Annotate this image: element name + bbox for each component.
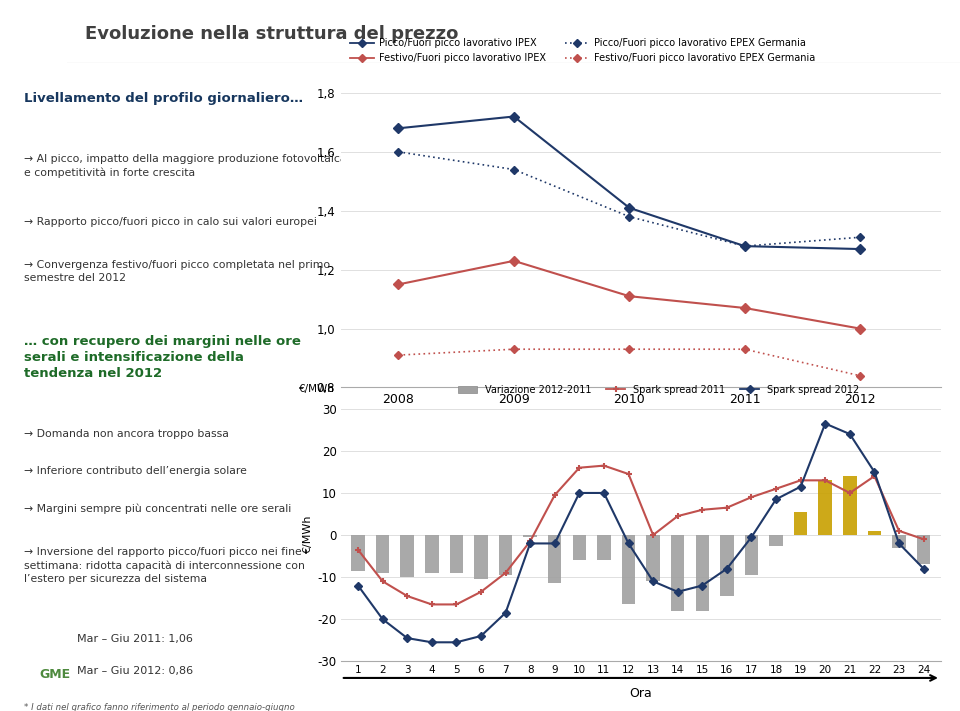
Bar (449, 535, 463, 573)
Bar (376, 535, 390, 573)
Bar (499, 535, 513, 575)
Text: Ora: Ora (630, 688, 652, 700)
Bar (646, 535, 660, 582)
Text: * I dati nel grafico fanno riferimento al periodo gennaio-giugno: * I dati nel grafico fanno riferimento a… (24, 703, 295, 711)
Text: … con recupero dei margini nelle ore
serali e intensificazione della
tendenza ne: … con recupero dei margini nelle ore ser… (24, 335, 300, 380)
Bar (671, 535, 684, 611)
Text: Mar – Giu 2012: 0,86: Mar – Giu 2012: 0,86 (77, 665, 193, 675)
Text: Livellamento del profilo giornaliero…: Livellamento del profilo giornaliero… (24, 92, 303, 105)
Bar (474, 535, 488, 579)
Bar (548, 535, 562, 584)
Text: Evoluzione nella struttura del prezzo: Evoluzione nella struttura del prezzo (85, 26, 459, 43)
Bar (892, 535, 905, 547)
Bar (745, 535, 758, 575)
Text: GME: GME (39, 668, 70, 680)
Y-axis label: €/MWh: €/MWh (303, 515, 313, 555)
Text: → Rapporto picco/fuori picco in calo sui valori europei: → Rapporto picco/fuori picco in calo sui… (24, 217, 317, 227)
Bar (351, 535, 365, 571)
Text: → Al picco, impatto della maggiore produzione fotovoltaica
e competitività in fo: → Al picco, impatto della maggiore produ… (24, 154, 347, 178)
Bar (917, 535, 930, 565)
Bar (769, 535, 782, 545)
Bar (695, 535, 709, 611)
Text: → Inferiore contributo dell’energia solare: → Inferiore contributo dell’energia sola… (24, 466, 247, 476)
Bar (819, 481, 832, 535)
Bar (794, 512, 807, 535)
Bar (597, 535, 611, 560)
Bar (572, 535, 587, 560)
Text: → Domanda non ancora troppo bassa: → Domanda non ancora troppo bassa (24, 429, 228, 439)
Legend: Variazione 2012-2011, Spark spread 2011, Spark spread 2012: Variazione 2012-2011, Spark spread 2011,… (454, 381, 863, 399)
Bar (720, 535, 733, 596)
Bar (868, 531, 881, 535)
Text: → Convergenza festivo/fuori picco completata nel primo
semestre del 2012: → Convergenza festivo/fuori picco comple… (24, 260, 330, 284)
Text: → Inversione del rapporto picco/fuori picco nei fine
settimana: ridotta capacità: → Inversione del rapporto picco/fuori pi… (24, 547, 305, 584)
Text: €/MWh: €/MWh (299, 384, 335, 394)
Text: Mar – Giu 2011: 1,06: Mar – Giu 2011: 1,06 (77, 634, 193, 644)
Text: → Margini sempre più concentrati nelle ore serali: → Margini sempre più concentrati nelle o… (24, 503, 291, 514)
Legend: Picco/Fuori picco lavorativo IPEX, Festivo/Fuori picco lavorativo IPEX, Picco/Fu: Picco/Fuori picco lavorativo IPEX, Festi… (346, 35, 820, 67)
Bar (425, 535, 439, 573)
Bar (400, 535, 414, 577)
Bar (622, 535, 636, 604)
Text: 6: 6 (26, 21, 41, 41)
Bar (523, 535, 537, 537)
Bar (843, 476, 856, 535)
